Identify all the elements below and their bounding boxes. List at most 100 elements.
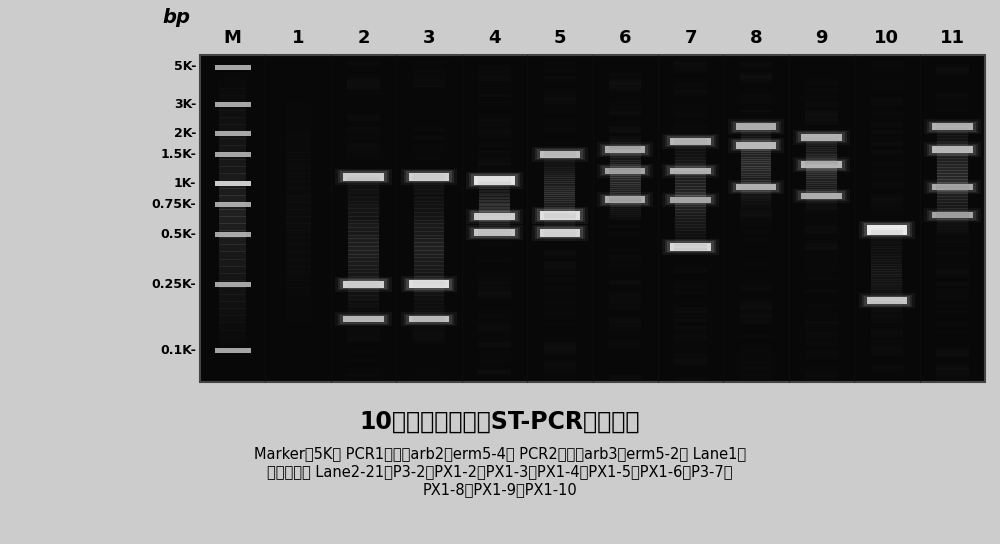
Bar: [544, 92, 576, 97]
Bar: [348, 287, 379, 292]
Bar: [609, 121, 641, 123]
Bar: [347, 143, 380, 147]
Bar: [806, 158, 837, 161]
Bar: [806, 164, 837, 167]
Bar: [937, 193, 968, 197]
Bar: [414, 250, 444, 255]
Bar: [286, 124, 311, 132]
Bar: [740, 208, 772, 216]
Bar: [805, 226, 838, 233]
Bar: [544, 221, 575, 225]
Bar: [347, 178, 380, 181]
Bar: [347, 259, 380, 266]
Bar: [674, 104, 707, 108]
Bar: [610, 214, 641, 218]
Bar: [348, 189, 379, 194]
Bar: [871, 234, 903, 240]
Bar: [731, 182, 781, 193]
Bar: [544, 346, 576, 354]
Bar: [610, 212, 641, 215]
Bar: [674, 307, 707, 313]
Bar: [286, 323, 311, 331]
Bar: [805, 375, 838, 378]
Bar: [740, 366, 772, 368]
Bar: [532, 147, 588, 162]
Bar: [215, 65, 251, 70]
Bar: [674, 362, 707, 369]
Bar: [674, 223, 707, 230]
Bar: [871, 202, 903, 206]
Bar: [286, 209, 311, 217]
Bar: [801, 161, 842, 168]
Bar: [347, 79, 380, 84]
Bar: [479, 193, 510, 195]
Bar: [478, 337, 511, 344]
Bar: [544, 211, 575, 214]
Bar: [937, 176, 968, 180]
Bar: [609, 311, 641, 313]
Bar: [929, 183, 976, 192]
Bar: [609, 225, 641, 228]
Bar: [805, 265, 838, 271]
Bar: [936, 363, 969, 370]
Bar: [544, 286, 576, 291]
Bar: [871, 291, 902, 295]
Bar: [347, 338, 380, 341]
Bar: [932, 146, 973, 153]
Bar: [936, 232, 969, 238]
Bar: [540, 228, 580, 237]
Bar: [740, 209, 772, 217]
Bar: [667, 241, 714, 252]
Bar: [544, 219, 575, 222]
Bar: [338, 313, 389, 325]
Bar: [733, 121, 779, 132]
Bar: [609, 284, 641, 288]
Bar: [413, 127, 445, 131]
Bar: [740, 92, 772, 97]
Bar: [675, 133, 706, 138]
Bar: [286, 181, 311, 189]
Bar: [862, 294, 912, 306]
Bar: [413, 222, 445, 229]
Bar: [413, 61, 445, 65]
Bar: [805, 95, 838, 103]
Bar: [215, 152, 251, 157]
Bar: [674, 214, 707, 222]
Bar: [871, 181, 903, 187]
Bar: [347, 128, 380, 132]
Bar: [544, 285, 576, 289]
Bar: [544, 154, 575, 157]
Bar: [675, 248, 706, 251]
Bar: [479, 222, 510, 225]
Bar: [335, 277, 392, 292]
Bar: [413, 277, 445, 280]
Bar: [215, 181, 251, 186]
Bar: [796, 190, 847, 201]
Bar: [478, 143, 511, 148]
Bar: [478, 83, 511, 85]
Bar: [609, 188, 641, 194]
Text: M: M: [224, 29, 242, 47]
Bar: [740, 73, 772, 78]
Bar: [286, 138, 311, 146]
Bar: [806, 201, 837, 205]
Bar: [609, 83, 641, 91]
Bar: [793, 189, 850, 202]
Bar: [414, 287, 444, 292]
Bar: [806, 208, 837, 211]
Bar: [413, 134, 445, 137]
Bar: [479, 211, 510, 214]
Bar: [609, 212, 641, 219]
Bar: [862, 222, 912, 237]
Bar: [674, 203, 707, 211]
Bar: [674, 82, 707, 90]
Bar: [478, 225, 511, 232]
Bar: [544, 342, 576, 348]
Bar: [936, 263, 969, 268]
Bar: [675, 183, 706, 187]
Bar: [675, 163, 706, 166]
Bar: [347, 168, 380, 170]
Bar: [937, 144, 968, 147]
Bar: [347, 225, 380, 229]
Bar: [479, 221, 510, 224]
